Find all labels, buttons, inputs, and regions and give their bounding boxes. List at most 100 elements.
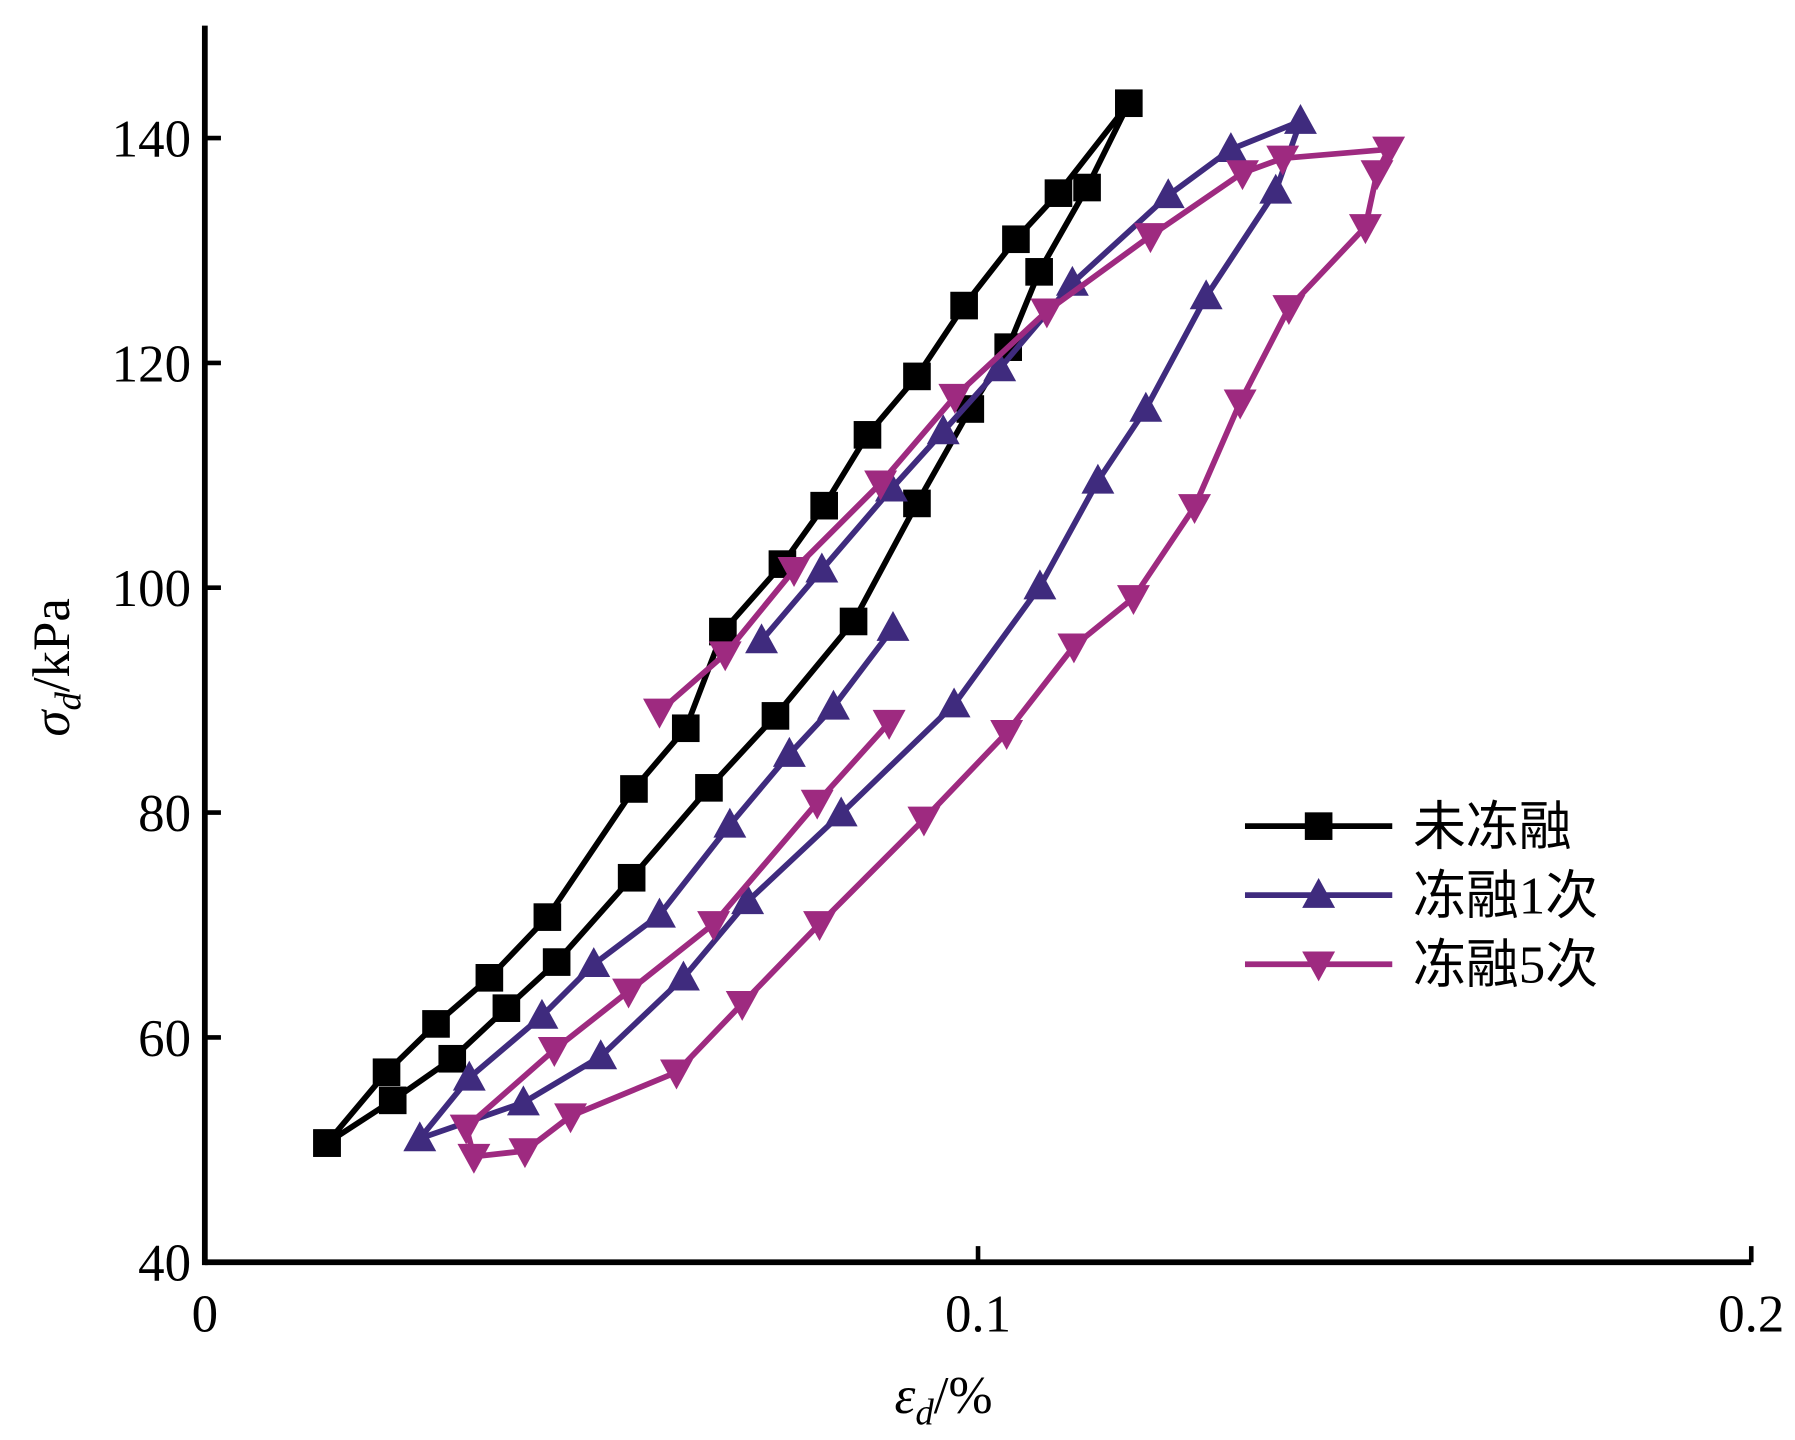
- data-point: [824, 796, 858, 827]
- y-tick-label: 60: [138, 1010, 191, 1068]
- data-point: [1134, 223, 1167, 254]
- x-axis-label: εd/%: [895, 1367, 993, 1433]
- data-point: [864, 470, 898, 501]
- legend-label: 冻融1次: [1413, 868, 1598, 926]
- legend-marker: [1302, 877, 1336, 908]
- data-point: [926, 414, 960, 445]
- y-label-subscript: d: [48, 692, 89, 711]
- data-point: [1272, 295, 1306, 326]
- data-point: [708, 641, 742, 672]
- y-label-unit: /kPa: [23, 598, 81, 692]
- data-point: [1266, 145, 1300, 176]
- data-point: [950, 291, 978, 320]
- legend-label: 冻融5次: [1413, 937, 1598, 995]
- data-point: [772, 736, 806, 767]
- y-axis-label: σd/kPa: [23, 598, 89, 737]
- series-line: [324, 100, 1132, 1146]
- x-label-unit: /%: [934, 1367, 993, 1425]
- data-point: [761, 702, 790, 730]
- data-point: [525, 998, 559, 1029]
- legend-marker: [1304, 812, 1333, 840]
- data-point: [438, 1044, 467, 1073]
- data-point: [731, 884, 765, 915]
- data-point: [745, 623, 778, 654]
- data-point: [1117, 585, 1150, 616]
- data-point: [1129, 391, 1163, 422]
- x-tick-label: 0: [192, 1285, 218, 1343]
- data-point: [1214, 132, 1248, 163]
- x-label-symbol: ε: [895, 1367, 916, 1425]
- data-point: [805, 552, 839, 583]
- data-point: [537, 1037, 571, 1067]
- data-point: [816, 689, 850, 720]
- data-point: [1057, 633, 1091, 664]
- data-point: [617, 863, 646, 892]
- data-point: [1284, 104, 1317, 134]
- y-tick-label: 120: [112, 335, 191, 393]
- legend-marker: [1302, 951, 1336, 982]
- data-point: [903, 489, 931, 518]
- data-point: [983, 351, 1017, 382]
- data-point: [378, 1086, 407, 1115]
- data-point: [584, 1039, 618, 1070]
- data-point: [372, 1058, 401, 1087]
- data-point: [1360, 160, 1394, 191]
- data-point: [713, 807, 747, 838]
- data-point: [449, 1114, 483, 1145]
- data-point: [671, 714, 700, 743]
- data-point: [903, 362, 931, 391]
- data-point: [643, 897, 676, 928]
- data-point: [1073, 173, 1101, 202]
- data-point: [508, 1138, 542, 1169]
- legend-label: 未冻融: [1413, 799, 1572, 857]
- data-point: [1189, 279, 1223, 310]
- data-point: [876, 611, 910, 641]
- data-point: [620, 775, 648, 803]
- x-tick-label: 0.2: [1718, 1285, 1784, 1343]
- data-point: [937, 687, 971, 718]
- data-point: [853, 421, 882, 449]
- data-point: [542, 948, 571, 976]
- y-label-symbol: σ: [23, 709, 81, 737]
- data-point: [990, 720, 1024, 750]
- data-point: [1023, 569, 1057, 600]
- data-point: [938, 383, 972, 414]
- data-point: [612, 978, 646, 1009]
- data-point: [1115, 89, 1143, 118]
- data-point: [1044, 179, 1073, 207]
- x-tick-label: 0.1: [945, 1285, 1011, 1343]
- data-point: [907, 806, 941, 837]
- data-point: [1081, 463, 1115, 494]
- data-point: [475, 964, 504, 992]
- series-line: [463, 146, 1392, 1160]
- data-point: [492, 994, 521, 1022]
- data-point: [1348, 214, 1382, 245]
- data-point: [533, 903, 562, 931]
- data-point: [1223, 389, 1257, 420]
- y-tick-label: 80: [138, 785, 191, 843]
- data-point: [872, 709, 906, 740]
- data-point: [1002, 225, 1030, 254]
- data-point: [457, 1143, 491, 1174]
- data-point: [422, 1010, 450, 1038]
- data-point: [660, 1059, 693, 1090]
- x-label-subscript: d: [915, 1391, 934, 1432]
- data-point: [1372, 136, 1406, 167]
- data-point: [403, 1121, 437, 1152]
- data-point: [1030, 298, 1064, 329]
- data-point: [695, 774, 723, 802]
- data-point: [777, 557, 811, 587]
- data-point: [709, 617, 737, 646]
- data-point: [839, 607, 868, 636]
- data-point: [643, 698, 676, 729]
- y-tick-label: 40: [138, 1235, 191, 1293]
- y-tick-label: 100: [112, 560, 191, 618]
- data-point: [1178, 494, 1211, 524]
- data-point: [800, 789, 834, 820]
- data-point: [1025, 258, 1053, 286]
- y-tick-label: 140: [112, 110, 191, 168]
- data-point: [1151, 178, 1185, 209]
- data-point: [452, 1060, 486, 1091]
- data-point: [725, 990, 759, 1021]
